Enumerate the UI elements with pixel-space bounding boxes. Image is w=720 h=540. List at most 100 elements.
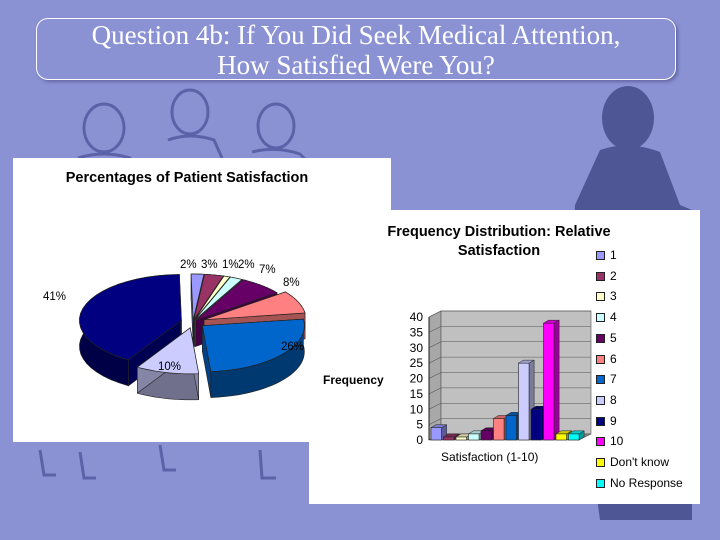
silhouette-outline-feet [158,444,276,480]
legend-swatch [596,458,605,467]
legend-swatch [596,437,605,447]
pie-slice-label: 26% [281,341,304,353]
silhouette-outline-head [170,88,210,136]
legend-swatch [596,354,605,364]
bar [430,424,448,441]
bar-front [568,433,580,441]
legend-label: 9 [610,413,617,428]
y-tick-label: 20 [410,372,424,386]
legend-swatch [596,333,605,343]
slide-title: Question 4b: If You Did Seek Medical Att… [36,20,676,80]
y-tick-label: 30 [410,341,424,355]
bar-front [480,430,492,441]
bar-top [517,359,536,364]
bar-top [567,430,586,435]
pie-slice-top [201,318,305,372]
pie-slice-top [194,275,231,321]
gridline-side [428,402,442,410]
pie-slice-label: 10% [158,361,181,373]
bar-top [555,430,573,435]
legend-swatch [596,375,605,385]
bar-front [555,433,567,441]
bar-top [442,433,461,438]
pie-slice-label: 8% [283,277,300,289]
legend-label: 7 [610,372,617,387]
bar-front [493,418,505,441]
silhouette-outline-body [251,147,308,162]
pie-chart: 2% 3% 1% 2% 7%8%26%10%41% [43,259,306,401]
legend-label: 3 [610,289,617,304]
y-tick-label: 0 [416,433,423,447]
bar-front [505,415,517,441]
legend-label: 8 [610,392,617,407]
gridline-side [428,341,442,349]
bar-front [443,436,455,441]
x-axis-title: Satisfaction (1-10) [441,450,539,464]
bar [542,319,561,441]
legend-swatch [596,313,605,323]
bar-chart-title-line-2: Satisfaction [457,243,541,259]
bar-chart-title: Frequency Distribution: Relative Satisfa… [349,223,649,261]
legend-swatch [596,395,605,405]
bar-front [530,408,542,441]
pie-slice-label: 1% [222,259,239,271]
pie-slice-label: 2% [238,259,255,271]
pie-slice-label: 7% [259,264,276,276]
y-tick-label: 25 [410,356,424,370]
silhouette-outline-body [167,134,224,159]
bar-top [430,424,448,428]
bar-top [542,319,561,324]
pie-slice-label: 2% [180,259,197,271]
bar-chart-panel: Frequency Distribution: Relative Satisfa… [309,210,700,504]
y-tick-label: 10 [410,402,424,416]
silhouette-outline-head [256,102,296,150]
legend-label: Don't know [610,455,669,469]
bar-front [455,436,467,441]
legend-swatch [596,416,605,426]
slide-title-line-2: How Satisfied Were You? [217,50,495,80]
y-tick-label: 15 [410,387,424,401]
pie-slice-top [194,276,243,321]
bar-front [430,427,442,441]
bar-front [543,322,555,441]
legend-label: No Response [610,475,683,490]
silhouette-outline-body [77,152,142,201]
legend-label: 1 [610,248,617,262]
bar-chart-title-line-1: Frequency Distribution: Relative [387,224,611,240]
gridline-side [428,372,442,379]
silhouette-head [602,86,654,150]
slide-title-line-1: Question 4b: If You Did Seek Medical Att… [91,20,621,50]
legend-label: 10 [610,434,624,449]
pie-slice-top [79,274,182,361]
gridline-side [428,326,442,333]
bar-side [553,319,560,441]
bar-front [468,433,480,441]
gridline-side [428,387,442,395]
legend-label: 4 [610,310,617,325]
pie-slice [201,318,305,398]
pie-slice [79,274,182,387]
silhouette-outline-feet [38,449,96,480]
pie-slice-top [195,279,278,321]
gridline-side [428,418,442,425]
pie-slice-top [190,273,205,321]
pie-slice-top [136,327,200,375]
legend-swatch [596,478,605,488]
legend-label: 2 [610,268,617,283]
pie-slice-label: 41% [43,291,66,303]
legend-label: 5 [610,330,617,345]
silhouette-outline-head [82,102,126,154]
legend-swatch [596,292,605,302]
pie-slice [136,327,200,401]
y-tick-label: 5 [416,418,423,432]
legend-swatch [596,251,605,260]
title-frame [36,18,676,80]
bar [567,430,586,441]
pie-chart-title: Percentages of Patient Satisfaction [65,170,309,186]
pie-slice-top [203,291,306,321]
gridline-side [428,356,442,364]
y-tick-label: 35 [410,325,424,339]
y-tick-label: 40 [410,310,424,324]
pie-slice-label: 3% [201,259,218,271]
